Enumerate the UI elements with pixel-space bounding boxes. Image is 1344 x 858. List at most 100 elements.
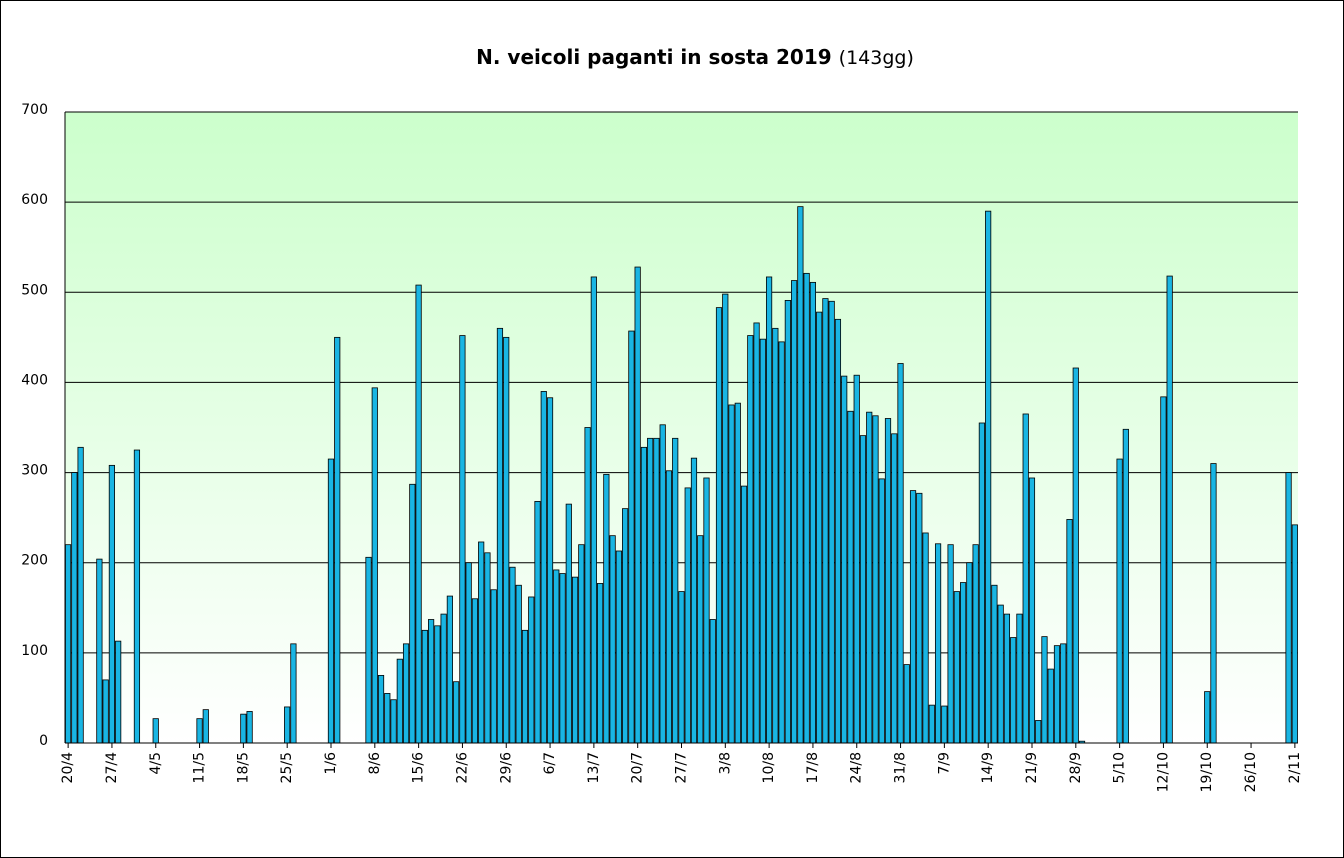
bar — [1116, 458, 1123, 744]
bar — [152, 718, 159, 744]
bar — [609, 535, 616, 744]
bar — [709, 619, 716, 744]
bar — [1285, 472, 1292, 744]
bar — [690, 457, 698, 744]
bar — [791, 280, 798, 744]
bar — [1160, 396, 1167, 744]
bar — [991, 584, 998, 744]
bar — [947, 544, 954, 744]
bar — [290, 643, 297, 744]
bar — [421, 629, 428, 744]
bar — [922, 532, 929, 744]
bar — [765, 276, 773, 744]
y-tick-label: 300 — [21, 463, 48, 479]
bar — [521, 629, 529, 744]
bar — [772, 327, 779, 744]
x-tick-label: 20/7 — [630, 752, 646, 783]
bar — [559, 573, 566, 744]
bar — [327, 458, 335, 744]
x-tick-label: 22/6 — [454, 752, 470, 784]
bar — [960, 582, 967, 744]
bar — [978, 422, 985, 744]
bar — [1060, 643, 1067, 744]
bar — [822, 298, 829, 744]
bar — [1022, 413, 1029, 744]
bar — [503, 336, 510, 744]
bar — [65, 544, 72, 744]
bar — [647, 437, 654, 744]
bar — [1003, 613, 1011, 744]
y-tick-label: 600 — [21, 192, 48, 208]
bar — [928, 704, 935, 744]
bar — [703, 477, 710, 744]
bar — [916, 492, 923, 744]
x-tick-label: 17/8 — [805, 752, 821, 783]
x-tick-label: 11/5 — [192, 752, 208, 783]
x-tick-label: 24/8 — [849, 752, 865, 783]
bar — [828, 300, 835, 744]
x-tick-label: 20/4 — [60, 752, 76, 784]
x-tick-label: 5/10 — [1112, 752, 1128, 783]
bar — [528, 596, 535, 744]
bar — [697, 535, 704, 744]
bar — [603, 473, 610, 744]
bar — [246, 711, 253, 744]
bar — [133, 449, 141, 744]
bar — [597, 583, 604, 744]
bar — [102, 679, 109, 744]
bar — [759, 338, 766, 744]
x-tick-label: 6/7 — [542, 752, 558, 775]
y-tick-label: 500 — [21, 282, 48, 298]
bar — [396, 658, 403, 744]
bar — [540, 391, 547, 744]
bar — [684, 487, 691, 744]
bar — [909, 490, 917, 744]
bar — [1291, 524, 1298, 744]
bar — [1072, 367, 1079, 744]
bar — [459, 335, 466, 744]
bar — [240, 713, 247, 744]
bar — [753, 322, 760, 744]
bar — [484, 552, 491, 744]
x-tick-label: 29/6 — [498, 752, 514, 784]
bar — [884, 418, 892, 744]
bar — [997, 604, 1004, 744]
x-tick-label: 7/9 — [936, 752, 952, 775]
x-tick-label: 26/10 — [1243, 752, 1259, 792]
bar — [1016, 613, 1023, 744]
bar — [496, 327, 504, 744]
bar — [115, 640, 122, 744]
bar — [453, 681, 460, 744]
bar — [365, 556, 372, 744]
bar — [565, 503, 572, 744]
x-tick-label: 19/10 — [1199, 752, 1215, 792]
x-tick-label: 27/4 — [104, 752, 120, 784]
bar — [334, 336, 341, 744]
bar — [672, 437, 679, 744]
bar — [1204, 691, 1211, 744]
bar — [903, 664, 910, 744]
y-tick-label: 400 — [21, 372, 48, 388]
bar — [578, 544, 585, 744]
bar — [440, 613, 447, 744]
x-tick-label: 18/5 — [235, 752, 251, 783]
bar — [859, 435, 867, 744]
bar — [546, 397, 554, 744]
bar — [941, 705, 948, 744]
bar — [1122, 428, 1129, 744]
x-tick-label: 27/7 — [674, 752, 690, 783]
bar — [747, 335, 754, 744]
bar — [402, 643, 410, 744]
bar — [1010, 637, 1017, 744]
bar — [665, 470, 673, 744]
x-tick-label: 28/9 — [1068, 752, 1084, 783]
bar — [803, 272, 810, 744]
bar — [715, 307, 723, 744]
x-tick-label: 8/6 — [367, 752, 383, 775]
x-tick-label: 13/7 — [586, 752, 602, 783]
bar — [878, 478, 885, 744]
bar — [653, 437, 660, 744]
bar — [897, 363, 904, 744]
bar — [490, 589, 497, 744]
bar — [722, 293, 729, 744]
